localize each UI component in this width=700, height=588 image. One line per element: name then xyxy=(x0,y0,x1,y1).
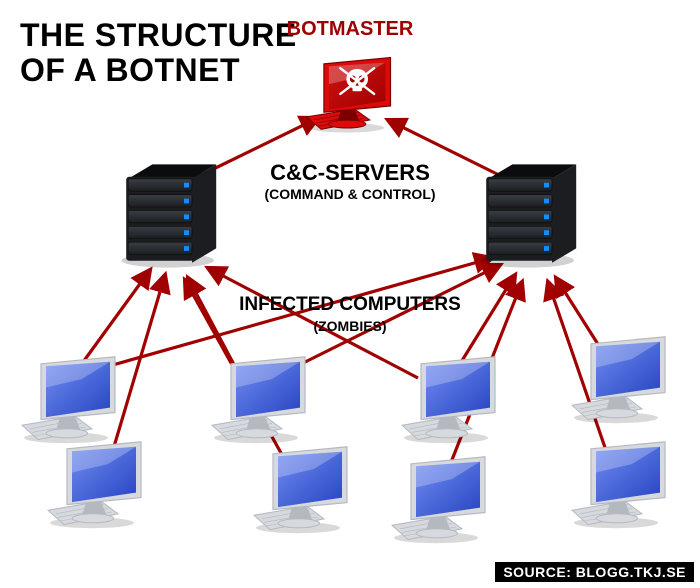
zombie-pc1-node xyxy=(20,355,120,445)
zombie-pc5-node xyxy=(400,355,500,445)
cnc-sublabel: (COMMAND & CONTROL) xyxy=(230,186,470,202)
botmaster-node xyxy=(305,56,395,134)
server-right-node xyxy=(475,150,585,270)
zombies-label: INFECTED COMPUTERS xyxy=(220,294,480,316)
cnc-label: C&C-SERVERS xyxy=(230,160,470,186)
server-left-node xyxy=(115,150,225,270)
zombies-sublabel: (ZOMBIES) xyxy=(220,318,480,334)
zombie-pc3-node xyxy=(210,355,310,445)
botmaster-label: BOTMASTER xyxy=(260,18,440,41)
zombie-pc8-node xyxy=(570,440,670,530)
zombie-pc6-node xyxy=(390,455,490,545)
zombie-pc4-node xyxy=(252,445,352,535)
source-badge: SOURCE: BLOGG.TKJ.SE xyxy=(495,562,694,582)
diagram-stage: { "type": "network", "canvas": { "width"… xyxy=(0,0,700,588)
diagram-title: THE STRUCTURE OF A BOTNET xyxy=(20,18,297,88)
zombie-pc7-node xyxy=(570,335,670,425)
zombie-pc2-node xyxy=(46,440,146,530)
title-line-2: OF A BOTNET xyxy=(20,53,297,88)
title-line-1: THE STRUCTURE xyxy=(20,18,297,53)
